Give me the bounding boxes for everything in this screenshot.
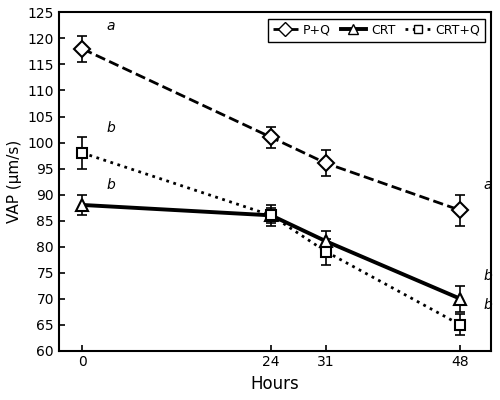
Text: b: b <box>484 269 492 283</box>
Text: a: a <box>106 19 114 33</box>
Y-axis label: VAP (μm/s): VAP (μm/s) <box>7 140 22 223</box>
Legend: P+Q, CRT, CRT+Q: P+Q, CRT, CRT+Q <box>268 19 485 42</box>
Text: b: b <box>106 121 115 135</box>
Text: b: b <box>106 178 115 192</box>
Text: a: a <box>484 178 492 192</box>
X-axis label: Hours: Hours <box>250 375 300 393</box>
Text: b: b <box>484 298 492 312</box>
